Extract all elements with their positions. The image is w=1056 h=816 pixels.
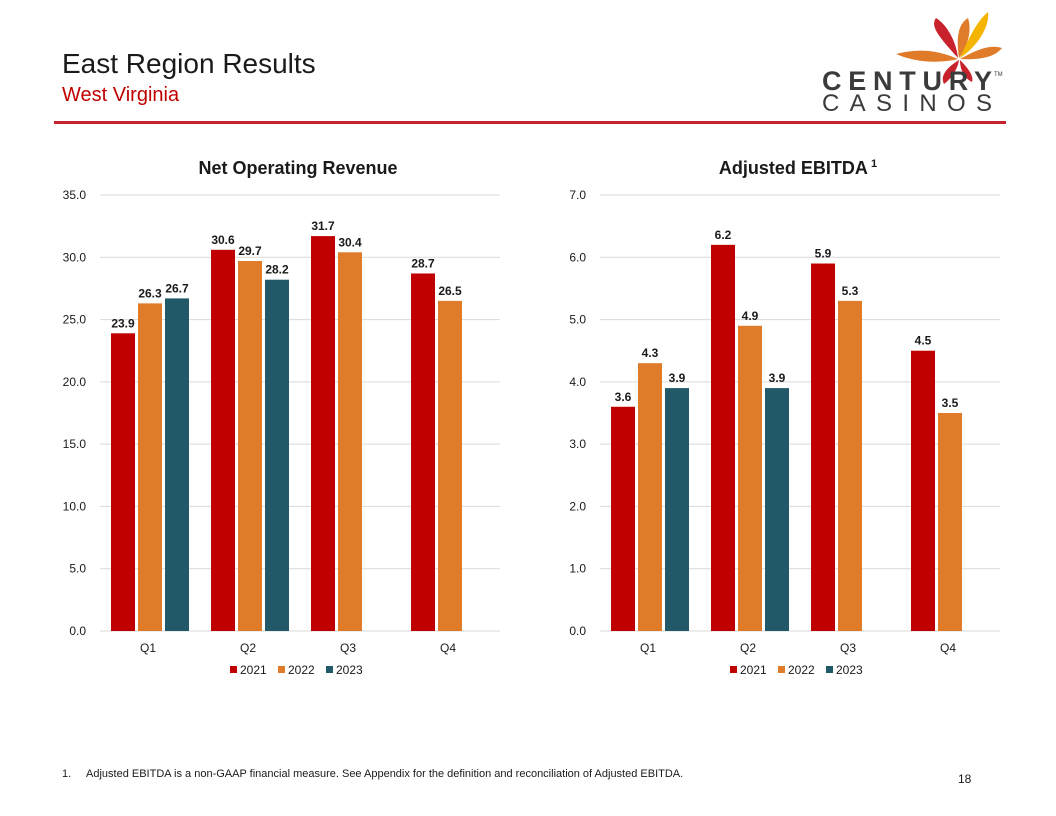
ebitda-bar-2022-Q2 <box>738 325 762 631</box>
revenue-data-label: 26.7 <box>165 281 189 295</box>
revenue-legend-swatch-2021 <box>230 666 237 673</box>
revenue-data-label: 26.3 <box>138 286 162 300</box>
ebitda-data-label: 5.3 <box>842 284 859 298</box>
net-operating-revenue-chart: Net Operating Revenue 0.0 5.0 10.0 15.0 20.0 2… <box>63 158 500 677</box>
ebitda-legend-label-2023: 2023 <box>836 663 863 677</box>
page-number: 18 <box>958 772 972 786</box>
ebitda-bar-2022-Q3 <box>838 300 862 631</box>
revenue-y-tick-label: 0.0 <box>69 624 86 638</box>
ebitda-x-tick-label: Q3 <box>840 641 856 655</box>
revenue-y-tick-label: 30.0 <box>63 250 87 264</box>
revenue-data-label: 28.2 <box>265 263 289 277</box>
page-subtitle: West Virginia <box>62 84 180 106</box>
ebitda-y-tick-label: 6.0 <box>569 250 586 264</box>
ebitda-bar-2023-Q1 <box>665 388 689 631</box>
revenue-data-label: 31.7 <box>311 219 335 233</box>
ebitda-data-label: 3.6 <box>615 390 632 404</box>
revenue-x-tick-label: Q3 <box>340 641 356 655</box>
adjusted-ebitda-chart: Adjusted EBITDA 1 0.0 1.0 2.0 3.0 4.0 5.0 6.0 7.0… <box>569 158 1000 677</box>
revenue-x-tick-label: Q4 <box>440 641 456 655</box>
ebitda-data-label: 4.9 <box>742 309 759 323</box>
ebitda-y-tick-label: 7.0 <box>569 188 586 202</box>
ebitda-data-label: 3.9 <box>769 371 786 385</box>
revenue-legend-swatch-2022 <box>278 666 285 673</box>
revenue-x-tick-label: Q1 <box>140 641 156 655</box>
ebitda-bar-2022-Q4 <box>938 413 962 631</box>
ebitda-data-label: 4.5 <box>915 334 932 348</box>
revenue-y-tick-label: 20.0 <box>63 375 87 389</box>
revenue-data-label: 29.7 <box>238 244 262 258</box>
revenue-legend-label-2022: 2022 <box>288 663 315 677</box>
ebitda-y-tick-label: 0.0 <box>569 624 586 638</box>
ebitda-legend-swatch-2022 <box>778 666 785 673</box>
revenue-bar-2023-Q2 <box>265 279 289 631</box>
revenue-data-label: 30.4 <box>338 235 362 249</box>
revenue-legend-label-2021: 2021 <box>240 663 267 677</box>
revenue-y-tick-label: 15.0 <box>63 437 87 451</box>
ebitda-title-superscript: 1 <box>871 158 877 170</box>
footnote-number: 1. <box>62 768 72 780</box>
ebitda-data-label: 4.3 <box>642 346 659 360</box>
revenue-bar-2022-Q4 <box>438 300 462 631</box>
revenue-bar-2021-Q1 <box>111 333 135 631</box>
logo-tm: TM <box>994 72 1003 78</box>
ebitda-bar-2021-Q1 <box>611 406 635 631</box>
page-title: East Region Results <box>62 48 316 79</box>
revenue-bar-2022-Q2 <box>238 261 262 631</box>
revenue-data-label: 30.6 <box>211 233 235 247</box>
ebitda-bar-2021-Q2 <box>711 244 735 631</box>
revenue-data-label: 23.9 <box>111 316 135 330</box>
ebitda-data-label: 3.5 <box>942 396 959 410</box>
ebitda-data-label: 6.2 <box>715 228 732 242</box>
ebitda-bar-2023-Q2 <box>765 388 789 631</box>
revenue-bar-2021-Q3 <box>311 236 335 631</box>
ebitda-legend-label-2021: 2021 <box>740 663 767 677</box>
ebitda-y-tick-label: 1.0 <box>569 562 586 576</box>
revenue-legend-label-2023: 2023 <box>336 663 363 677</box>
ebitda-chart-title: Adjusted EBITDA 1 <box>719 158 877 178</box>
revenue-y-tick-label: 10.0 <box>63 499 87 513</box>
revenue-bar-2021-Q4 <box>411 273 435 631</box>
revenue-y-tick-label: 35.0 <box>63 188 87 202</box>
ebitda-legend-label-2022: 2022 <box>788 663 815 677</box>
logo-line1: CENTURY <box>822 66 992 96</box>
revenue-bar-2021-Q2 <box>211 249 235 631</box>
ebitda-bar-2021-Q4 <box>911 350 935 631</box>
ebitda-y-tick-label: 4.0 <box>569 375 586 389</box>
revenue-bar-2023-Q1 <box>165 298 189 631</box>
footnote-text: Adjusted EBITDA is a non-GAAP financial … <box>86 768 684 780</box>
ebitda-legend-swatch-2021 <box>730 666 737 673</box>
ebitda-y-tick-label: 2.0 <box>569 499 586 513</box>
ebitda-x-tick-label: Q4 <box>940 641 956 655</box>
ebitda-x-tick-label: Q2 <box>740 641 756 655</box>
ebitda-bar-2022-Q1 <box>638 363 662 631</box>
ebitda-data-label: 3.9 <box>669 371 686 385</box>
revenue-legend-swatch-2023 <box>326 666 333 673</box>
revenue-chart-title: Net Operating Revenue <box>198 158 397 178</box>
revenue-data-label: 26.5 <box>438 284 462 298</box>
logo-line2: CASINOS <box>822 90 992 116</box>
revenue-bar-2022-Q3 <box>338 252 362 631</box>
ebitda-bar-2021-Q3 <box>811 263 835 631</box>
ebitda-y-tick-label: 5.0 <box>569 313 586 327</box>
footnote: 1. Adjusted EBITDA is a non-GAAP financia… <box>62 768 683 780</box>
revenue-x-tick-label: Q2 <box>240 641 256 655</box>
century-casinos-logo: CENTURY TM CASINOS <box>822 12 1003 116</box>
title-divider <box>54 121 1006 124</box>
revenue-y-tick-label: 25.0 <box>63 313 87 327</box>
ebitda-legend-swatch-2023 <box>826 666 833 673</box>
ebitda-y-tick-label: 3.0 <box>569 437 586 451</box>
revenue-bar-2022-Q1 <box>138 303 162 631</box>
revenue-data-label: 28.7 <box>411 256 435 270</box>
ebitda-x-tick-label: Q1 <box>640 641 656 655</box>
ebitda-data-label: 5.9 <box>815 247 832 261</box>
revenue-y-tick-label: 5.0 <box>69 562 86 576</box>
logo-flower-icon <box>896 12 1002 84</box>
